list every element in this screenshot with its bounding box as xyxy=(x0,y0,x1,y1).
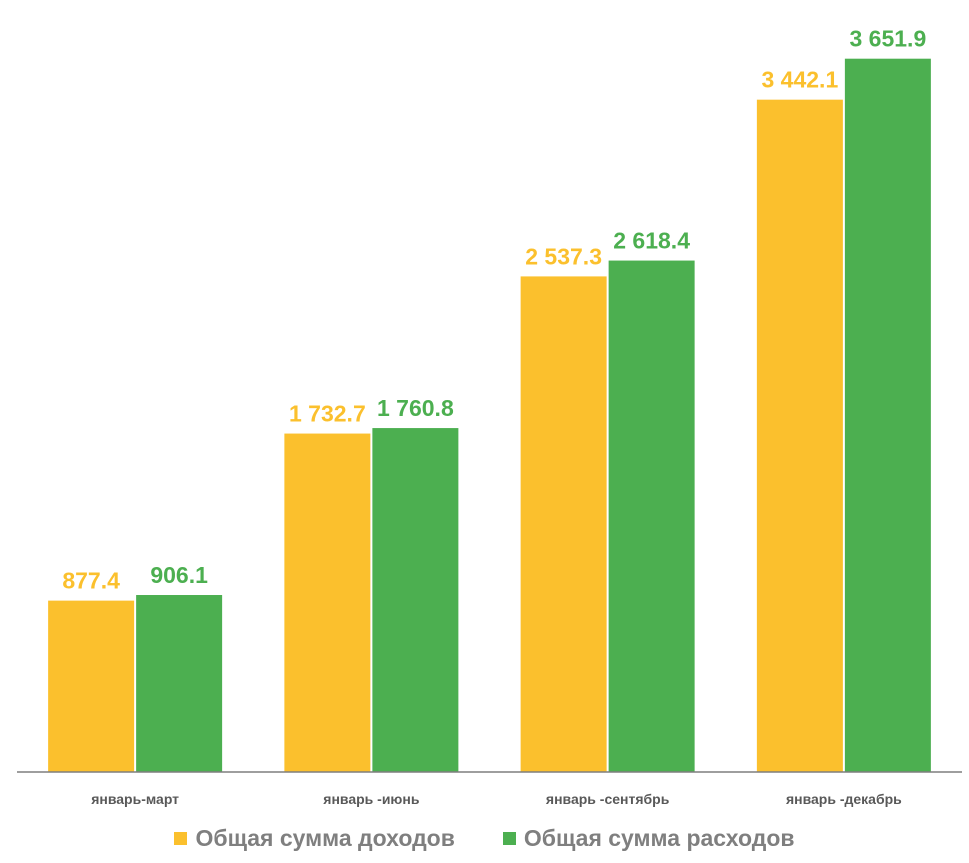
legend-item-expenses: Общая сумма расходов xyxy=(502,824,795,852)
value-label-income-3: 2 537.3 xyxy=(525,243,602,269)
bar-income-1 xyxy=(48,600,135,772)
value-label-income-1: 877.4 xyxy=(62,568,120,594)
bar-expenses-4 xyxy=(844,58,931,772)
bar-expenses-2 xyxy=(372,428,459,772)
bar-chart: 877.4 906.1 1 732.7 1 760.8 2 537.3 2 618.4 3 … xyxy=(17,26,962,807)
legend: Общая сумма доходов Общая сумма расходов xyxy=(0,818,969,858)
bar-income-4 xyxy=(756,99,843,773)
bar-expenses-1 xyxy=(136,595,223,772)
bar-income-2 xyxy=(284,433,371,772)
value-label-expenses-2: 1 760.8 xyxy=(377,395,454,421)
legend-label-expenses: Общая сумма расходов xyxy=(523,824,795,851)
x-tick-label-2: январь -июнь xyxy=(323,791,420,807)
value-label-income-4: 3 442.1 xyxy=(762,67,839,93)
value-label-income-2: 1 732.7 xyxy=(289,401,366,427)
legend-swatch-expenses xyxy=(502,831,516,845)
bars-layer xyxy=(48,58,931,773)
legend-item-income: Общая сумма доходов xyxy=(174,824,455,852)
value-label-expenses-1: 906.1 xyxy=(150,562,208,588)
legend-label-income: Общая сумма доходов xyxy=(195,824,455,851)
x-tick-label-3: январь -сентябрь xyxy=(546,791,670,807)
bar-expenses-3 xyxy=(608,260,695,772)
value-labels-layer: 877.4 906.1 1 732.7 1 760.8 2 537.3 2 618.4 3 … xyxy=(62,26,926,594)
x-tick-labels-layer: январь-март январь -июнь январь -сентябрь я… xyxy=(91,791,902,807)
legend-swatch-income xyxy=(174,831,188,845)
bar-income-3 xyxy=(520,276,607,772)
value-label-expenses-3: 2 618.4 xyxy=(613,228,690,254)
value-label-expenses-4: 3 651.9 xyxy=(850,26,927,52)
x-tick-label-1: январь-март xyxy=(91,791,179,807)
x-tick-label-4: январь -декабрь xyxy=(786,791,902,807)
